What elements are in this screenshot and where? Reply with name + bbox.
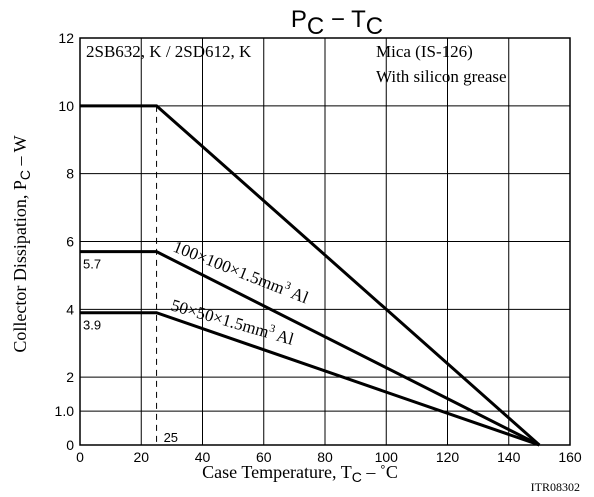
x-tick-120: 120 [436, 449, 460, 465]
y-tick-0: 0 [66, 437, 74, 453]
annotation-part-numbers: 2SB632, K / 2SD612, K [86, 42, 252, 61]
annotation-mount-line1: Mica (IS-126) [376, 42, 473, 61]
y-axis-label-tail: – W [10, 135, 30, 170]
y-axis-label: Collector Dissipation, PC – W [10, 135, 33, 352]
x-tick-0: 0 [76, 449, 84, 465]
x-axis-label: Case Temperature, TC – ˚C [202, 462, 398, 485]
curve-label-50x50: 50×50×1.5mm3 Al [169, 295, 297, 349]
x-axis-label-sub: C [352, 469, 362, 485]
y-tick-8: 8 [66, 166, 74, 182]
x-tick-160: 160 [558, 449, 582, 465]
y-tick-10: 10 [58, 98, 74, 114]
y-tick-12: 12 [58, 30, 74, 46]
title-p: P [291, 6, 307, 33]
value-label-3-9: 3.9 [83, 318, 101, 333]
grid [80, 38, 570, 445]
plot-frame [79, 37, 571, 446]
x-tick-80: 80 [317, 449, 333, 465]
series-line-2 [80, 311, 540, 447]
x-axis-label-tail: – ˚C [362, 462, 398, 482]
x-tick-140: 140 [497, 449, 521, 465]
y-axis-label-sub: C [17, 170, 33, 180]
y-tick-2: 2 [66, 369, 74, 385]
annotation-mount-line2: With silicon grease [376, 67, 507, 86]
y-tick-4: 4 [66, 301, 74, 317]
series-line-1 [80, 250, 541, 447]
figure-code: ITR08302 [531, 480, 580, 494]
curve-label-50x50-suffix: Al [271, 325, 296, 349]
title-mid: − T [324, 6, 366, 33]
curve-label-50x50-sup: 3 [268, 322, 277, 335]
title-t-sub: C [366, 13, 383, 40]
tick-labels: 0 20 40 60 80 100 120 140 160 0 1.0 2 4 6 8 10 12 [55, 30, 582, 465]
curve-label-100x100-sup: 3 [283, 279, 293, 292]
y-axis-label-main: Collector Dissipation, P [10, 180, 30, 353]
x-axis-label-main: Case Temperature, T [202, 462, 352, 482]
x-tick-100: 100 [375, 449, 399, 465]
value-label-5-7: 5.7 [83, 257, 101, 272]
y-tick-1.0: 1.0 [55, 403, 75, 419]
x-tick-40: 40 [195, 449, 211, 465]
reference-line-label: 25 [164, 430, 178, 445]
title-p-sub: C [307, 13, 324, 40]
x-tick-60: 60 [256, 449, 272, 465]
series-group [80, 104, 541, 447]
x-tick-20: 20 [133, 449, 149, 465]
curve-label-100x100: 100×100×1.5mm3 Al [171, 236, 312, 307]
y-tick-6: 6 [66, 234, 74, 250]
series-line-0 [80, 104, 541, 447]
chart-title: PC − TC [291, 6, 383, 40]
